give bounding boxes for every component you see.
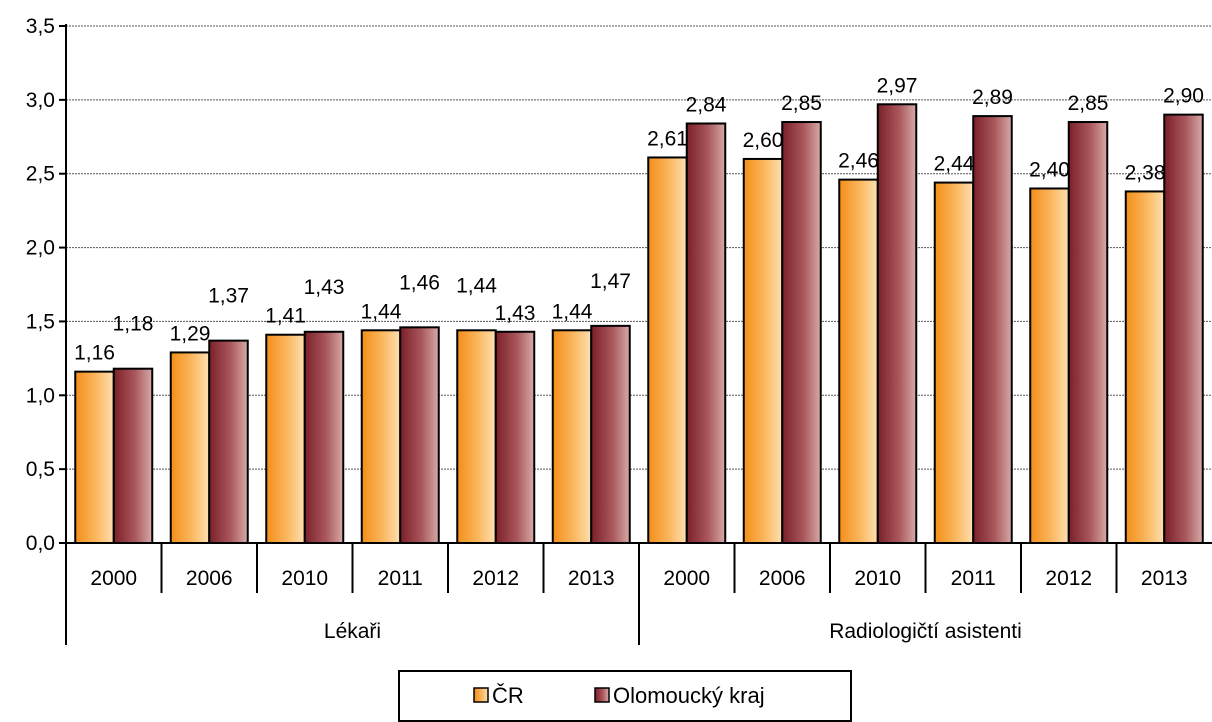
x-tick-label: 2000	[663, 567, 710, 590]
data-label: 1,43	[495, 302, 536, 325]
bar-cr	[647, 156, 688, 544]
bar-cr	[1029, 187, 1070, 544]
data-label: 2,85	[781, 92, 822, 115]
group-label: Lékaři	[324, 620, 381, 643]
data-label: 1,44	[456, 274, 497, 297]
legend-swatch-cr	[473, 687, 489, 703]
legend: ČR Olomoucký kraj	[398, 670, 852, 722]
data-label: 2,85	[1068, 92, 1109, 115]
bar-olomoucky-kraj	[781, 121, 822, 544]
data-label: 2,84	[686, 93, 727, 116]
bar-cr	[1124, 190, 1166, 544]
y-tick-label: 3,5	[26, 15, 55, 38]
bar-cr	[74, 370, 115, 544]
x-tick-label: 2012	[472, 567, 519, 590]
x-tick-label: 2011	[378, 567, 423, 590]
data-label: 1,37	[208, 285, 249, 308]
bar-olomoucky-kraj	[590, 324, 631, 544]
x-tick-label: 2000	[90, 567, 137, 590]
data-label: 2,89	[972, 86, 1013, 109]
data-label: 2,46	[838, 150, 879, 173]
y-tick-label: 2,5	[26, 163, 55, 186]
x-tick-label: 2011	[951, 567, 996, 590]
data-label: 2,40	[1029, 158, 1070, 181]
bar-cr	[838, 178, 879, 544]
data-label: 1,46	[399, 271, 440, 294]
legend-swatch-olomoucky-kraj	[594, 687, 610, 703]
y-tick-label: 1,0	[26, 384, 55, 407]
bar-olomoucky-kraj	[112, 367, 154, 544]
data-label: 1,18	[113, 313, 154, 336]
data-label: 2,44	[934, 153, 975, 176]
y-tick-label: 3,0	[26, 89, 55, 112]
data-label: 2,60	[743, 129, 784, 152]
bar-cr	[169, 351, 211, 544]
bar-cr	[265, 333, 306, 545]
data-label: 2,97	[877, 74, 918, 97]
y-tick-label: 0,0	[26, 532, 55, 555]
data-label: 1,41	[265, 305, 306, 328]
data-label: 2,38	[1125, 161, 1166, 184]
data-label: 2,61	[647, 127, 688, 150]
bar-cr	[360, 329, 402, 545]
bar-olomoucky-kraj	[876, 103, 918, 544]
data-label: 1,44	[361, 300, 402, 323]
bar-olomoucky-kraj	[685, 122, 727, 545]
bar-olomoucky-kraj	[494, 330, 536, 545]
legend-label: Olomoucký kraj	[613, 683, 765, 708]
y-tick-label: 0,5	[26, 458, 55, 481]
data-label: 1,29	[170, 322, 211, 345]
y-tick-label: 2,0	[26, 237, 55, 260]
x-tick-label: 2012	[1045, 567, 1092, 590]
bar-olomoucky-kraj	[1067, 121, 1109, 544]
data-label: 1,44	[552, 300, 593, 323]
data-label: 1,47	[590, 270, 631, 293]
x-tick-label: 2013	[568, 567, 615, 590]
data-label: 2,90	[1163, 85, 1204, 108]
x-tick-label: 2010	[281, 567, 328, 590]
group-label: Radiologičtí asistenti	[829, 620, 1022, 643]
bar-olomoucky-kraj	[208, 339, 249, 545]
bar-cr	[551, 329, 593, 545]
bar-olomoucky-kraj	[972, 115, 1013, 544]
bar-olomoucky-kraj	[1163, 113, 1204, 544]
data-label: 1,16	[74, 342, 115, 365]
y-tick-label: 1,5	[26, 310, 55, 333]
bar-olomoucky-kraj	[303, 330, 345, 545]
x-tick-label: 2006	[186, 567, 233, 590]
bar-cr	[742, 157, 784, 544]
bar-cr	[456, 329, 497, 545]
x-tick-label: 2006	[759, 567, 806, 590]
x-tick-label: 2013	[1141, 567, 1188, 590]
data-label: 1,43	[304, 276, 345, 299]
legend-label: ČR	[492, 683, 524, 708]
bar-cr	[933, 181, 975, 544]
bar-olomoucky-kraj	[399, 326, 440, 544]
x-tick-label: 2010	[854, 567, 901, 590]
